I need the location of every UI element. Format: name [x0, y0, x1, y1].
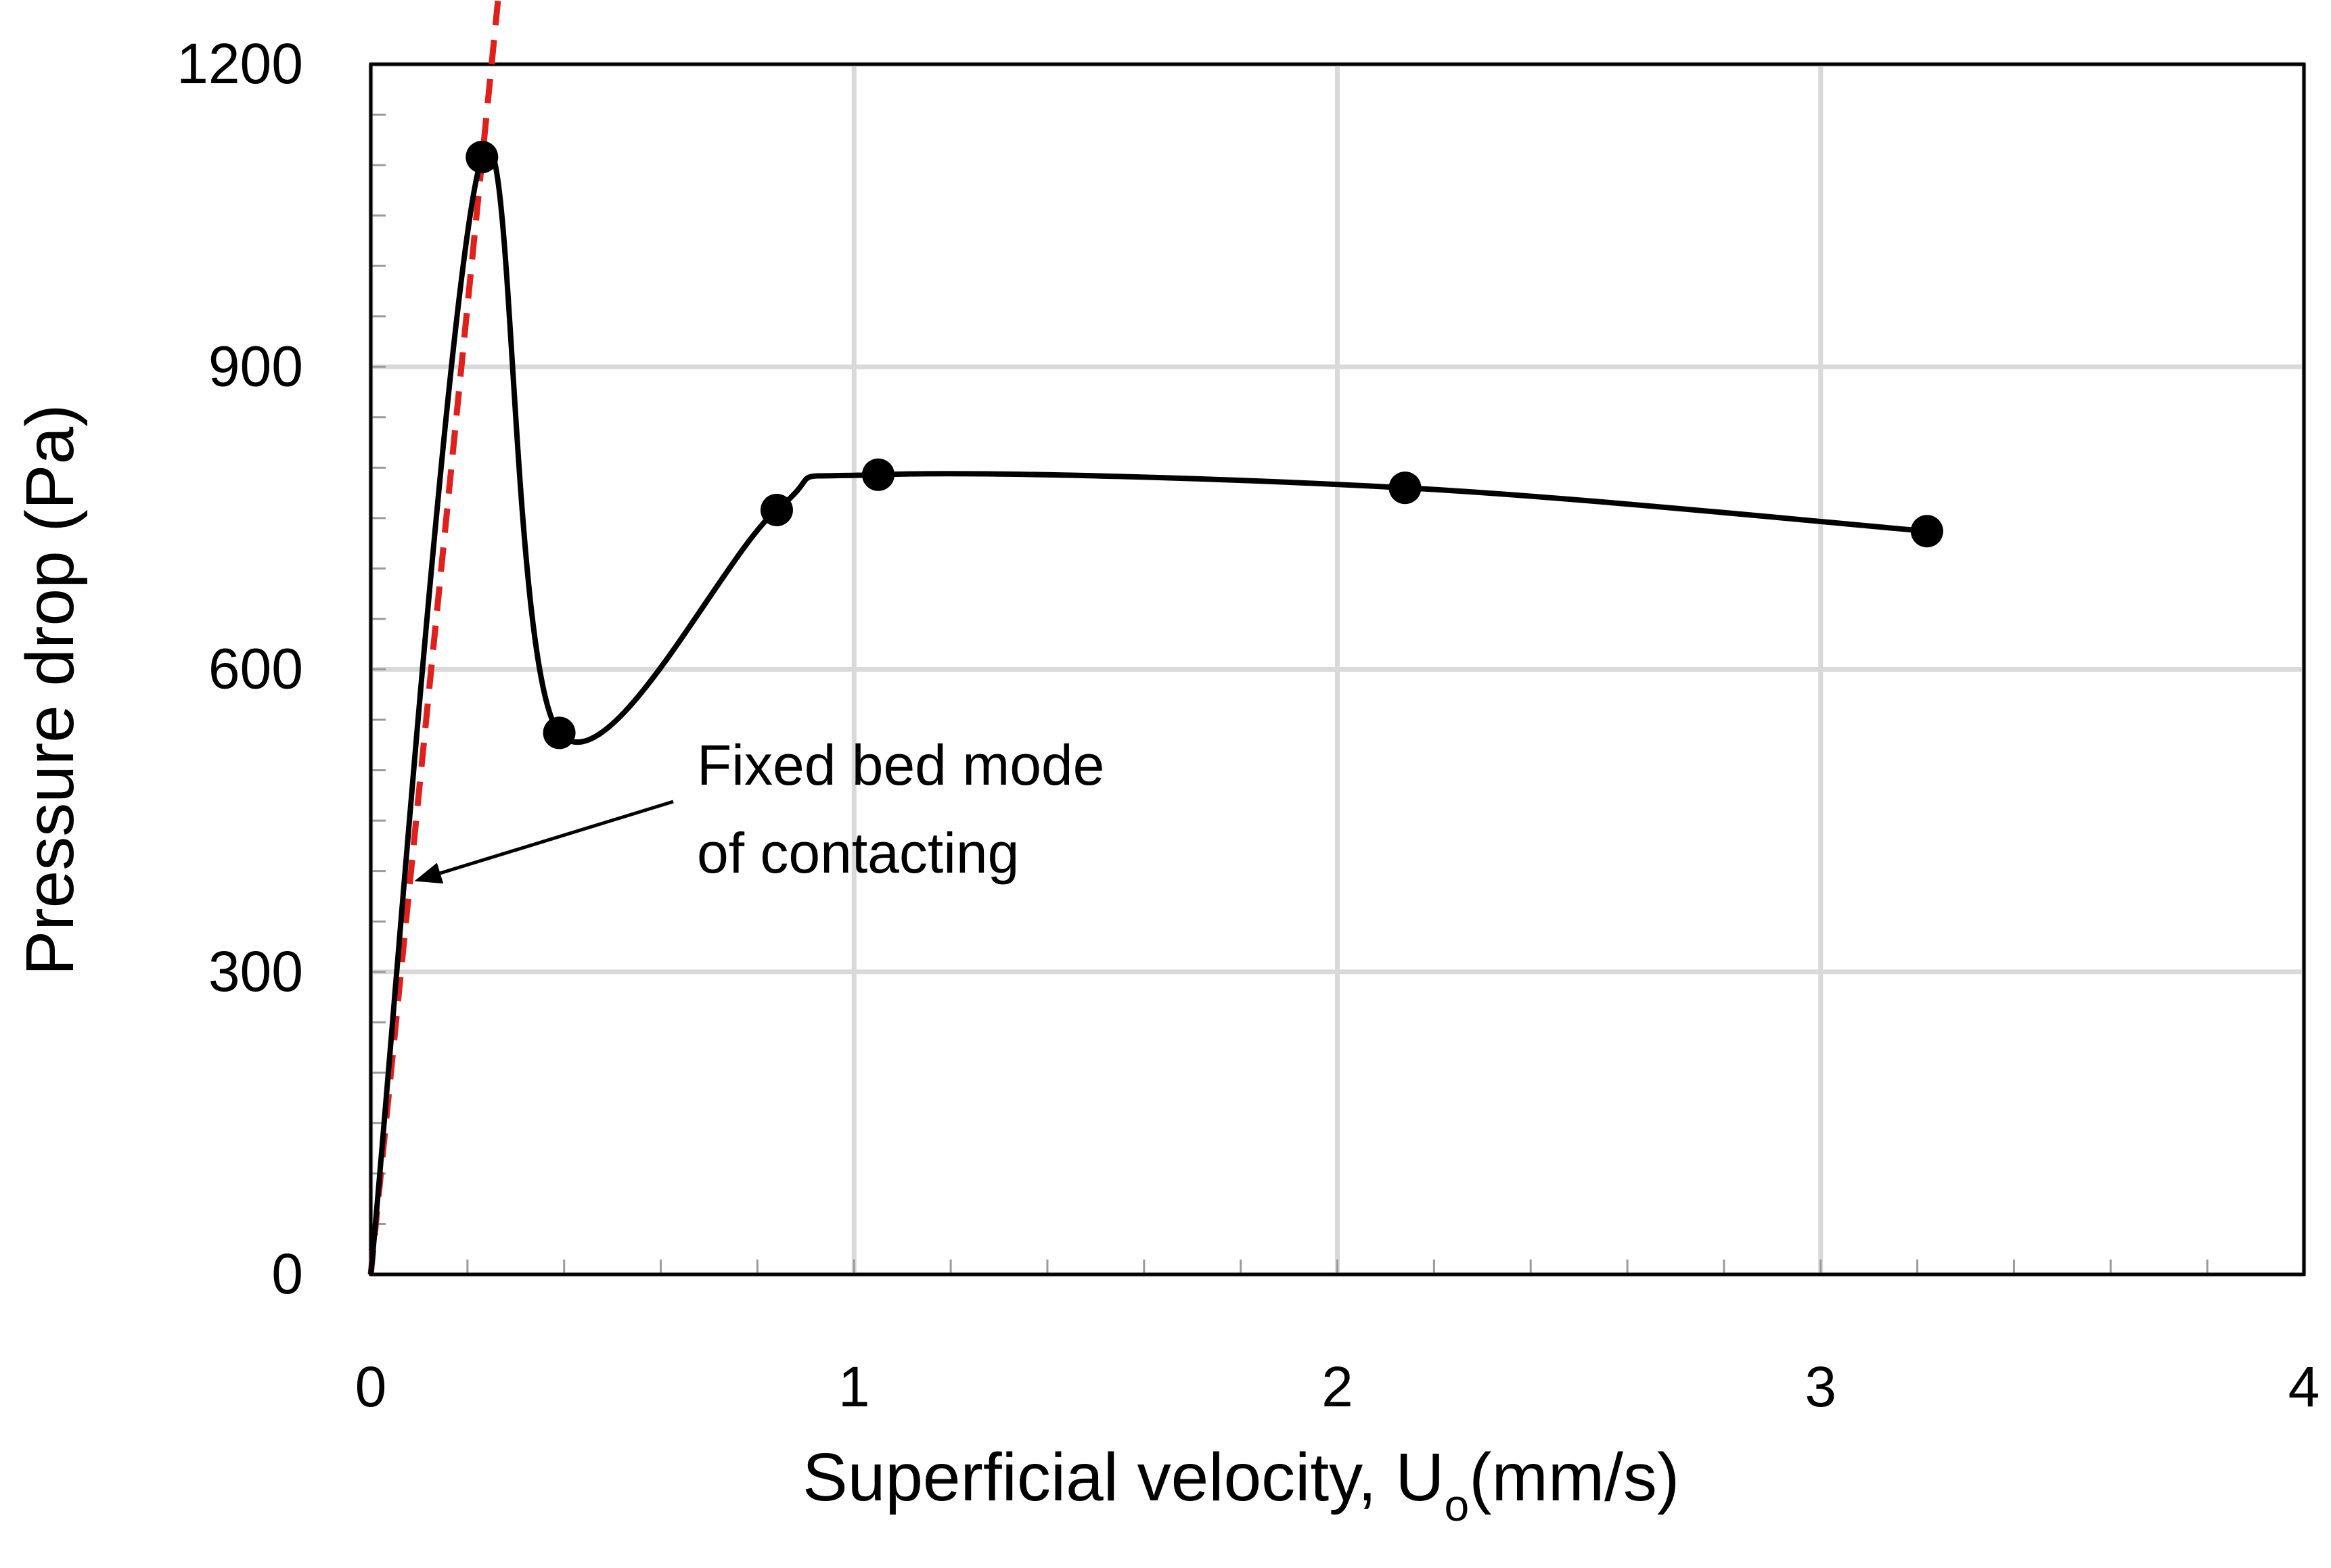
- annotation-line-2: of contacting: [697, 821, 1019, 885]
- y-tick-label: 0: [271, 1242, 303, 1306]
- x-axis-title-unit: (mm/s): [1469, 1439, 1679, 1515]
- x-tick-label: 1: [838, 1355, 870, 1419]
- y-tick-label: 300: [208, 940, 303, 1003]
- y-axis-title: Pressure drop (Pa): [12, 405, 88, 976]
- x-tick-label: 0: [355, 1355, 387, 1419]
- x-axis-title: Superficial velocity, Uo(mm/s): [802, 1439, 1679, 1530]
- x-tick-label: 3: [1805, 1355, 1836, 1419]
- data-points: [466, 141, 1943, 750]
- y-tick-label: 1200: [177, 32, 303, 95]
- annotation: Fixed bed mode of contacting: [414, 733, 1104, 885]
- x-tick-label: 4: [2288, 1355, 2320, 1419]
- annotation-line-1: Fixed bed mode: [697, 733, 1104, 797]
- annotation-arrowhead: [414, 862, 444, 884]
- data-point: [1910, 515, 1943, 548]
- x-axis-title-main: Superficial velocity, U: [802, 1439, 1445, 1515]
- data-point: [466, 141, 499, 174]
- data-point: [543, 716, 576, 750]
- x-axis-title-subscript: o: [1445, 1480, 1470, 1530]
- data-point: [760, 493, 793, 526]
- data-point: [861, 458, 895, 491]
- y-tick-label: 600: [208, 637, 303, 701]
- y-tick-labels: 0 300 600 900 1200: [177, 32, 303, 1306]
- data-point: [1388, 471, 1422, 505]
- plot-frame: [369, 62, 2306, 1276]
- y-tick-label: 900: [208, 334, 303, 398]
- x-tick-label: 2: [1321, 1355, 1353, 1419]
- annotation-arrow: [439, 800, 674, 875]
- x-tick-labels: 0 1 2 3 4: [355, 1355, 2320, 1419]
